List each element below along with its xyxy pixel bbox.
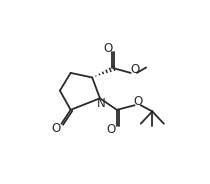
Text: O: O — [107, 123, 116, 136]
Text: O: O — [130, 63, 139, 76]
Text: O: O — [51, 122, 61, 135]
Text: O: O — [134, 95, 143, 108]
Text: O: O — [104, 42, 113, 55]
Text: N: N — [97, 97, 106, 110]
